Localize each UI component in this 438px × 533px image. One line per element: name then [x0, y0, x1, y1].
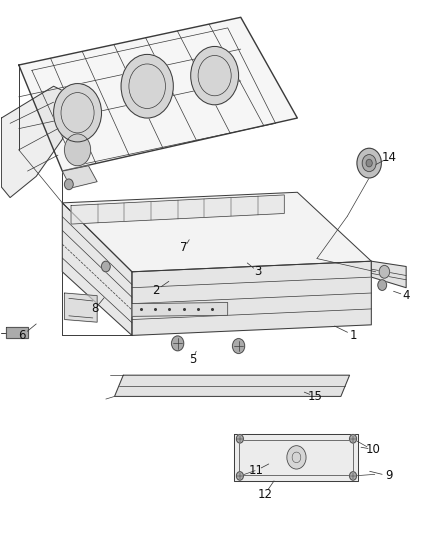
Circle shape: [64, 179, 73, 190]
Polygon shape: [62, 192, 371, 272]
Text: 7: 7: [180, 241, 188, 254]
Circle shape: [350, 472, 357, 480]
Polygon shape: [6, 327, 28, 338]
Polygon shape: [62, 166, 97, 188]
Text: 6: 6: [18, 329, 26, 342]
Text: 8: 8: [91, 302, 99, 316]
Text: 10: 10: [366, 443, 381, 456]
Text: 1: 1: [350, 329, 358, 342]
Circle shape: [350, 434, 357, 443]
Circle shape: [378, 280, 387, 290]
Circle shape: [287, 446, 306, 469]
Circle shape: [237, 434, 244, 443]
Polygon shape: [71, 195, 284, 224]
Circle shape: [191, 46, 239, 105]
Circle shape: [172, 336, 184, 351]
Circle shape: [53, 84, 102, 142]
Circle shape: [64, 134, 91, 166]
Polygon shape: [64, 293, 97, 322]
Polygon shape: [132, 261, 371, 335]
Text: 2: 2: [152, 284, 159, 297]
Circle shape: [362, 155, 376, 172]
Circle shape: [102, 261, 110, 272]
Circle shape: [233, 338, 245, 353]
Text: 12: 12: [257, 488, 272, 501]
Text: 5: 5: [189, 353, 197, 366]
Text: 9: 9: [385, 470, 392, 482]
Circle shape: [366, 159, 372, 167]
Polygon shape: [234, 433, 358, 481]
Circle shape: [121, 54, 173, 118]
Text: 3: 3: [254, 265, 262, 278]
Circle shape: [379, 265, 390, 278]
Polygon shape: [132, 303, 228, 317]
Text: 11: 11: [248, 464, 264, 477]
Polygon shape: [19, 17, 297, 171]
Text: 14: 14: [381, 151, 396, 164]
Circle shape: [357, 148, 381, 178]
Polygon shape: [62, 203, 132, 335]
Text: 4: 4: [403, 289, 410, 302]
Polygon shape: [1, 86, 75, 198]
Polygon shape: [115, 375, 350, 397]
Text: 15: 15: [307, 390, 322, 403]
Polygon shape: [371, 261, 406, 288]
Circle shape: [237, 472, 244, 480]
